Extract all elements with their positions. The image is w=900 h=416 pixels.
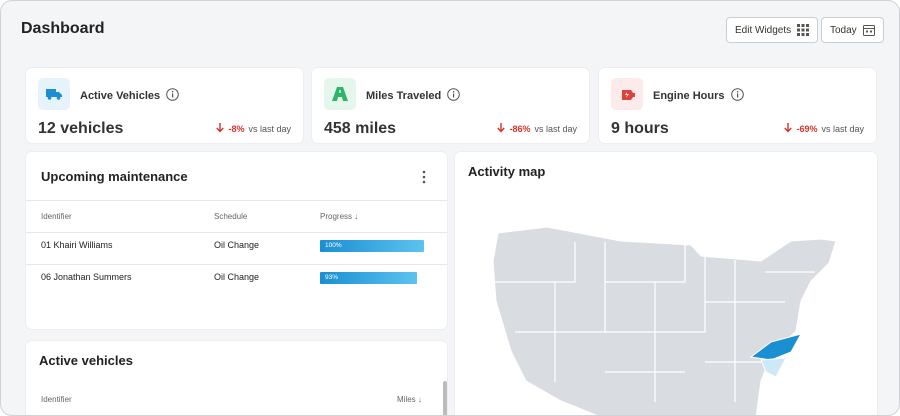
page-title: Dashboard (21, 20, 105, 37)
column-header: Identifier (41, 212, 72, 221)
column-header-text: Miles (397, 395, 416, 404)
button-label: Edit Widgets (735, 24, 792, 36)
card-title: Activity map (468, 164, 546, 179)
kpi-card: Active Vehicles 12 vehicles -8% vs last day (26, 68, 303, 143)
column-header[interactable]: Miles ↓ (397, 395, 422, 404)
calendar-icon (862, 25, 875, 36)
button-label: Today (830, 24, 857, 36)
row-divider (26, 264, 447, 265)
info-icon[interactable] (730, 88, 744, 104)
kpi-change: -8% (228, 124, 245, 134)
active-vehicles-card: Active vehicles Identifier Miles ↓ (26, 341, 447, 415)
kpi-icon (611, 78, 643, 110)
kpi-change-row: -86% vs last day (497, 123, 577, 135)
column-header: Schedule (214, 212, 248, 221)
kpi-label-row: Miles Traveled (366, 88, 461, 104)
kpi-value: 9 hours (611, 120, 669, 137)
column-header-text: Progress (320, 212, 353, 221)
kpi-change-row: -69% vs last day (784, 123, 864, 135)
card-title: Active vehicles (39, 353, 133, 368)
map-card: Activity map (455, 152, 877, 415)
kpi-card: Miles Traveled 458 miles -86% vs last day (312, 68, 589, 143)
info-icon[interactable] (166, 88, 179, 104)
edit-widgets-button[interactable]: Edit Widgets (726, 17, 819, 43)
kpi-value: 458 miles (324, 120, 397, 137)
kpi-comparison: vs last day (534, 124, 577, 134)
cell-identifier: 01 Khairi Williams (41, 240, 113, 250)
scrollbar[interactable] (443, 381, 447, 415)
kpi-label: Active Vehicles (80, 90, 161, 102)
kpi-label: Engine Hours (653, 90, 725, 102)
cell-schedule: Oil Change (214, 240, 260, 250)
kpi-label-row: Active Vehicles (80, 88, 179, 104)
info-icon[interactable] (447, 88, 461, 104)
card-title: Upcoming maintenance (41, 169, 188, 184)
menu-icon[interactable] (422, 170, 426, 184)
down-arrow (497, 123, 506, 135)
column-header: Identifier (41, 395, 72, 404)
kpi-label-row: Engine Hours (653, 88, 744, 104)
date-button[interactable]: Today (821, 17, 884, 43)
kpi-card: Engine Hours 9 hours -69% vs last day (599, 68, 876, 143)
kpi-icon (38, 78, 70, 110)
us-map (492, 226, 837, 415)
kpi-label: Miles Traveled (366, 90, 442, 102)
progress-bar: 100% (320, 240, 424, 252)
down-arrow (784, 123, 793, 135)
progress-bar: 93% (320, 272, 417, 284)
kpi-change: -69% (796, 124, 818, 134)
maintenance-card: Upcoming maintenance Identifier Schedule… (26, 152, 447, 329)
kpi-change: -86% (509, 124, 531, 134)
kpi-icon (324, 78, 356, 110)
column-header[interactable]: Progress ↓ (320, 212, 359, 221)
grid-icon (797, 24, 810, 36)
cell-identifier: 06 Jonathan Summers (41, 272, 132, 282)
kpi-change-row: -8% vs last day (216, 123, 291, 135)
down-arrow (216, 123, 225, 135)
kpi-value: 12 vehicles (38, 120, 124, 137)
kpi-comparison: vs last day (248, 124, 291, 134)
kpi-comparison: vs last day (821, 124, 864, 134)
cell-schedule: Oil Change (214, 272, 260, 282)
progress-label: 100% (325, 242, 342, 249)
progress-label: 93% (325, 274, 339, 281)
